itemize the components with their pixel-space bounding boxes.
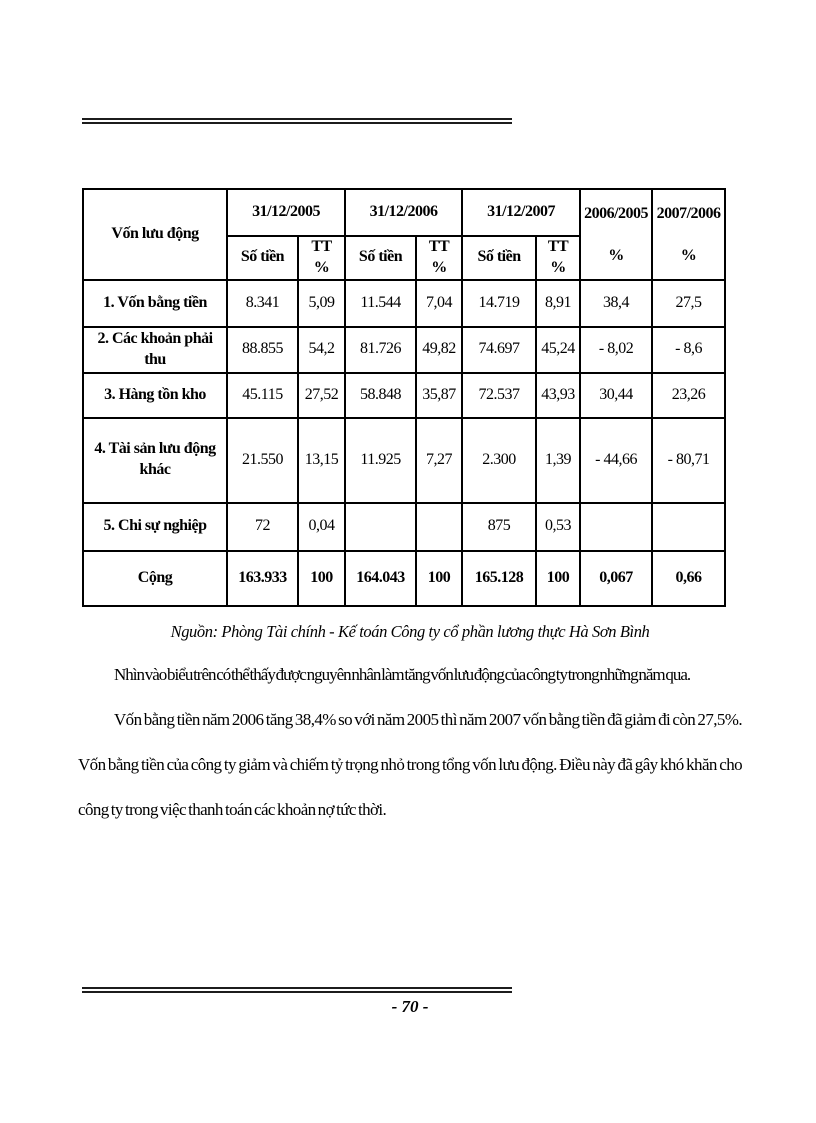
table-cell: 7,27 (415, 416, 464, 504)
table-cell: 81.726 (344, 325, 418, 374)
ratio-header-2007-2006: 2007/2006 % (651, 188, 727, 281)
table-row: 3. Hàng tồn kho 45.115 27,52 58.848 35,8… (82, 371, 727, 419)
corner-header-cell: Vốn lưu động (82, 188, 228, 281)
table-cell: 7,04 (415, 278, 464, 328)
table-cell: 0,53 (535, 501, 582, 552)
table-total-row: Cộng 163.933 100 164.043 100 165.128 100… (82, 549, 727, 607)
table-cell: 163.933 (226, 549, 299, 607)
table-cell: 27,52 (296, 371, 347, 419)
table-cell: 45.115 (226, 371, 299, 419)
table-row: 1. Vốn bằng tiền 8.341 5,09 11.544 7,04 … (82, 278, 727, 328)
table-row: 5. Chi sự nghiệp 72 0,04 875 0,53 (82, 501, 727, 552)
table-cell (651, 501, 727, 552)
table-cell: 72 (226, 501, 299, 552)
table-cell: 8,91 (535, 278, 582, 328)
table-cell: - 8,6 (651, 325, 727, 374)
year-header-2006: 31/12/2006 (344, 188, 464, 237)
table-row: 2. Các khoản phải thu 88.855 54,2 81.726… (82, 325, 727, 374)
table-cell: 100 (535, 549, 582, 607)
table-cell: 2.300 (461, 416, 538, 504)
table-cell: - 80,71 (651, 416, 727, 504)
table-cell: 11.544 (344, 278, 418, 328)
row-label: 3. Hàng tồn kho (82, 371, 228, 419)
table-cell: 0,04 (296, 501, 347, 552)
table-cell: 58.848 (344, 371, 418, 419)
table-cell: 13,15 (296, 416, 347, 504)
table-cell: 100 (415, 549, 464, 607)
table-header-row: Vốn lưu động 31/12/2005 31/12/2006 31/12… (82, 188, 727, 281)
subheader-cell: TT % (535, 235, 582, 281)
ratio-header-unit: % (680, 247, 697, 265)
row-label: 4. Tài sản lưu động khác (82, 416, 228, 504)
table-cell: 100 (296, 549, 347, 607)
body-text-block: Nguồn: Phòng Tài chính - Kế toán Công ty… (78, 612, 743, 832)
table-cell: 1,39 (535, 416, 582, 504)
year-header-2007: 31/12/2007 (461, 188, 582, 237)
table-cell (415, 501, 464, 552)
table-cell: - 8,02 (579, 325, 654, 374)
table-source-note: Nguồn: Phòng Tài chính - Kế toán Công ty… (170, 622, 650, 641)
working-capital-table: Vốn lưu động 31/12/2005 31/12/2006 31/12… (82, 188, 727, 607)
table-cell: 165.128 (461, 549, 538, 607)
year-header-2005: 31/12/2005 (225, 188, 347, 237)
table-cell: 38,4 (579, 278, 654, 328)
table-cell: 30,44 (579, 371, 654, 419)
table-cell (579, 501, 654, 552)
table-cell: 54,2 (296, 325, 347, 374)
table-cell: 14.719 (461, 278, 538, 328)
row-label: 5. Chi sự nghiệp (82, 501, 228, 552)
table-cell: 74.697 (461, 325, 538, 374)
table-cell: 0,067 (579, 549, 654, 607)
table-cell: 164.043 (344, 549, 418, 607)
page-number: - 70 - (391, 997, 429, 1016)
ratio-header-label: 2006/2005 (584, 204, 649, 222)
ratio-header-label: 2007/2006 (656, 204, 721, 222)
table-cell: 72.537 (461, 371, 538, 419)
table-cell: 8.341 (226, 278, 299, 328)
paragraph: Vốn bằng tiền năm 2006 tăng 38,4% so với… (78, 710, 743, 819)
table-cell: 35,87 (415, 371, 464, 419)
table-cell: 23,26 (651, 371, 727, 419)
ratio-header-2006-2005: 2006/2005 % (579, 188, 654, 281)
table-cell: 0,66 (651, 549, 727, 607)
table-cell: 21.550 (226, 416, 299, 504)
paragraph: Nhìn vào biểu trên có thể thấy được nguy… (114, 665, 691, 684)
table-cell: - 44,66 (579, 416, 654, 504)
table-subheader-row: Số tiền TT % Số tiền TT % Số tiền TT % (83, 235, 725, 281)
subheader-cell: TT % (296, 235, 347, 281)
table-cell: 43,93 (535, 371, 582, 419)
table-cell: 88.855 (226, 325, 299, 374)
table-cell: 5,09 (296, 278, 347, 328)
table-cell: 11.925 (344, 416, 418, 504)
row-label: 2. Các khoản phải thu (82, 325, 228, 374)
ratio-header-unit: % (608, 247, 624, 265)
subheader-cell: Số tiền (226, 235, 299, 281)
subheader-cell: Số tiền (344, 235, 418, 281)
table-cell (344, 501, 418, 552)
row-label: 1. Vốn bằng tiền (82, 278, 228, 328)
footer-rule (82, 987, 512, 993)
row-label: Cộng (82, 549, 228, 607)
subheader-cell: Số tiền (461, 235, 538, 281)
table-cell: 875 (461, 501, 538, 552)
subheader-cell: TT % (415, 235, 464, 281)
table-cell: 49,82 (415, 325, 464, 374)
table-cell: 27,5 (651, 278, 727, 328)
header-rule (82, 118, 512, 124)
table-cell: 45,24 (535, 325, 582, 374)
table-row: 4. Tài sản lưu động khác 21.550 13,15 11… (82, 416, 727, 504)
